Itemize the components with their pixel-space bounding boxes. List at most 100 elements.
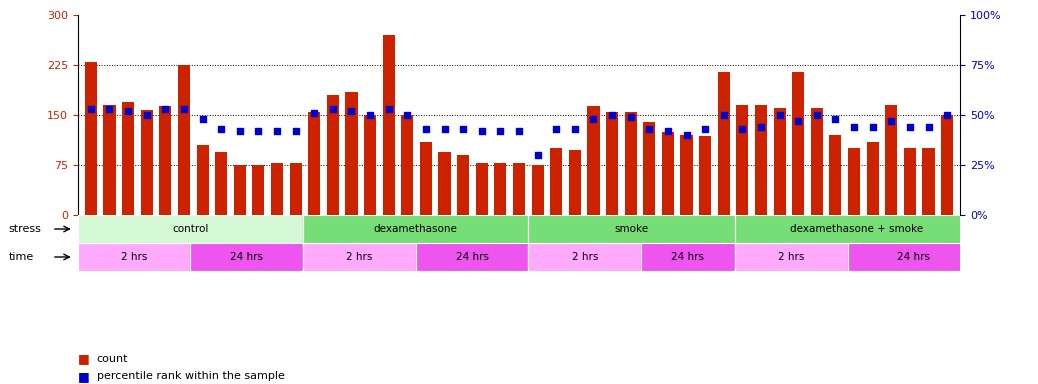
Point (269, 128, 285, 134)
Text: 24 hrs: 24 hrs (897, 252, 930, 262)
Point (306, 110, 323, 116)
Point (790, 118, 807, 124)
Point (473, 128, 490, 134)
Text: 2 hrs: 2 hrs (778, 252, 804, 262)
Text: smoke: smoke (614, 224, 649, 234)
Bar (885, 105, 897, 215)
Point (548, 126, 565, 132)
Bar (699, 136, 711, 215)
Text: stress: stress (8, 224, 42, 234)
Bar (85, 62, 97, 215)
Bar (191, 243, 303, 271)
Bar (234, 165, 246, 215)
Point (194, 116, 211, 122)
Bar (438, 152, 450, 215)
Bar (641, 243, 735, 271)
Point (771, 112, 788, 118)
Point (231, 128, 248, 134)
Bar (420, 142, 432, 215)
Text: dexamethasone: dexamethasone (374, 224, 458, 234)
Bar (847, 243, 979, 271)
Bar (303, 215, 528, 243)
Bar (196, 145, 209, 215)
Bar (923, 148, 934, 215)
Bar (364, 115, 376, 215)
Bar (848, 148, 861, 215)
Point (641, 126, 658, 132)
Point (344, 108, 360, 114)
Point (604, 112, 621, 118)
Bar (215, 152, 227, 215)
Text: 2 hrs: 2 hrs (121, 252, 147, 262)
Bar (528, 215, 735, 243)
Point (511, 128, 527, 134)
Bar (402, 115, 413, 215)
Point (659, 128, 676, 134)
Bar (383, 35, 394, 215)
Bar (513, 163, 525, 215)
Bar (588, 106, 600, 215)
Point (288, 128, 304, 134)
Bar (416, 243, 528, 271)
Bar (104, 105, 115, 215)
Point (696, 126, 713, 132)
Point (362, 112, 379, 118)
Point (809, 112, 825, 118)
Bar (252, 165, 265, 215)
Point (83, 106, 100, 112)
Bar (736, 105, 748, 215)
Text: time: time (8, 252, 33, 262)
Point (399, 112, 415, 118)
Bar (550, 148, 563, 215)
Bar (494, 163, 507, 215)
Bar (303, 243, 416, 271)
Point (865, 124, 881, 130)
Point (250, 128, 267, 134)
Bar (346, 92, 357, 215)
Point (455, 126, 471, 132)
Bar (606, 112, 618, 215)
Bar (78, 243, 191, 271)
Bar (681, 135, 692, 215)
Point (101, 106, 117, 112)
Point (529, 152, 546, 158)
Bar (904, 148, 916, 215)
Point (921, 124, 937, 130)
Bar (829, 135, 842, 215)
Bar (78, 215, 303, 243)
Point (119, 108, 136, 114)
Bar (290, 163, 302, 215)
Text: 2 hrs: 2 hrs (572, 252, 598, 262)
Point (753, 124, 769, 130)
Bar (457, 155, 469, 215)
Point (492, 128, 509, 134)
Bar (531, 165, 544, 215)
Bar (735, 215, 979, 243)
Bar (78, 215, 303, 243)
Point (938, 112, 955, 118)
Point (175, 106, 192, 112)
Point (380, 106, 397, 112)
Bar (755, 105, 767, 215)
Text: dexamethasone + smoke: dexamethasone + smoke (790, 224, 924, 234)
Bar (717, 72, 730, 215)
Bar (475, 163, 488, 215)
Point (846, 124, 863, 130)
Bar (662, 132, 674, 215)
Bar (528, 243, 641, 271)
Bar (773, 108, 786, 215)
Bar (735, 243, 847, 271)
Point (417, 126, 434, 132)
Bar (303, 215, 528, 243)
Bar (569, 150, 581, 215)
Text: 24 hrs: 24 hrs (456, 252, 489, 262)
Bar (122, 102, 134, 215)
Point (325, 106, 342, 112)
Bar (177, 65, 190, 215)
Point (678, 132, 694, 138)
Point (623, 114, 639, 120)
Point (567, 126, 583, 132)
Point (138, 112, 155, 118)
Point (157, 106, 173, 112)
Bar (735, 215, 979, 243)
